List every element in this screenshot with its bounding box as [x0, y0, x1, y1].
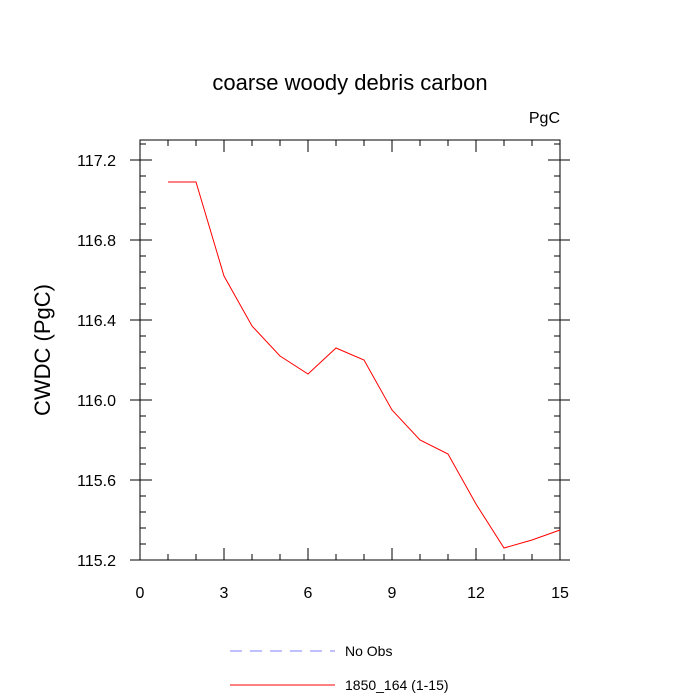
series-line — [168, 181, 561, 549]
y-tick-label: 116.8 — [77, 233, 116, 250]
units-label: PgC — [529, 110, 560, 127]
tick-labels: 0 3 6 9 12 15 115.2 115.6 116.0 116.4 116.8 117.2 — [77, 153, 569, 602]
series-layer — [168, 181, 561, 549]
x-tick-label: 12 — [467, 585, 485, 602]
chart-title: coarse woody debris carbon — [212, 70, 487, 95]
y-tick-label: 115.6 — [77, 473, 116, 490]
legend-label: 1850_164 (1-15) — [345, 677, 449, 693]
legend-label: No Obs — [345, 643, 392, 659]
plot-frame — [139, 139, 561, 561]
y-axis-label: CWDC (PgC) — [30, 284, 55, 416]
axis-ticks — [130, 140, 570, 561]
x-tick-label: 6 — [304, 585, 313, 602]
x-tick-label: 9 — [388, 585, 397, 602]
y-tick-label: 117.2 — [77, 153, 116, 170]
legend: No Obs 1850_164 (1-15) — [230, 643, 449, 693]
x-tick-label: 3 — [220, 585, 229, 602]
y-tick-label: 115.2 — [77, 553, 116, 570]
y-tick-label: 116.0 — [77, 393, 116, 410]
x-tick-label: 15 — [551, 585, 569, 602]
y-tick-label: 116.4 — [77, 313, 116, 330]
x-tick-label: 0 — [136, 585, 145, 602]
